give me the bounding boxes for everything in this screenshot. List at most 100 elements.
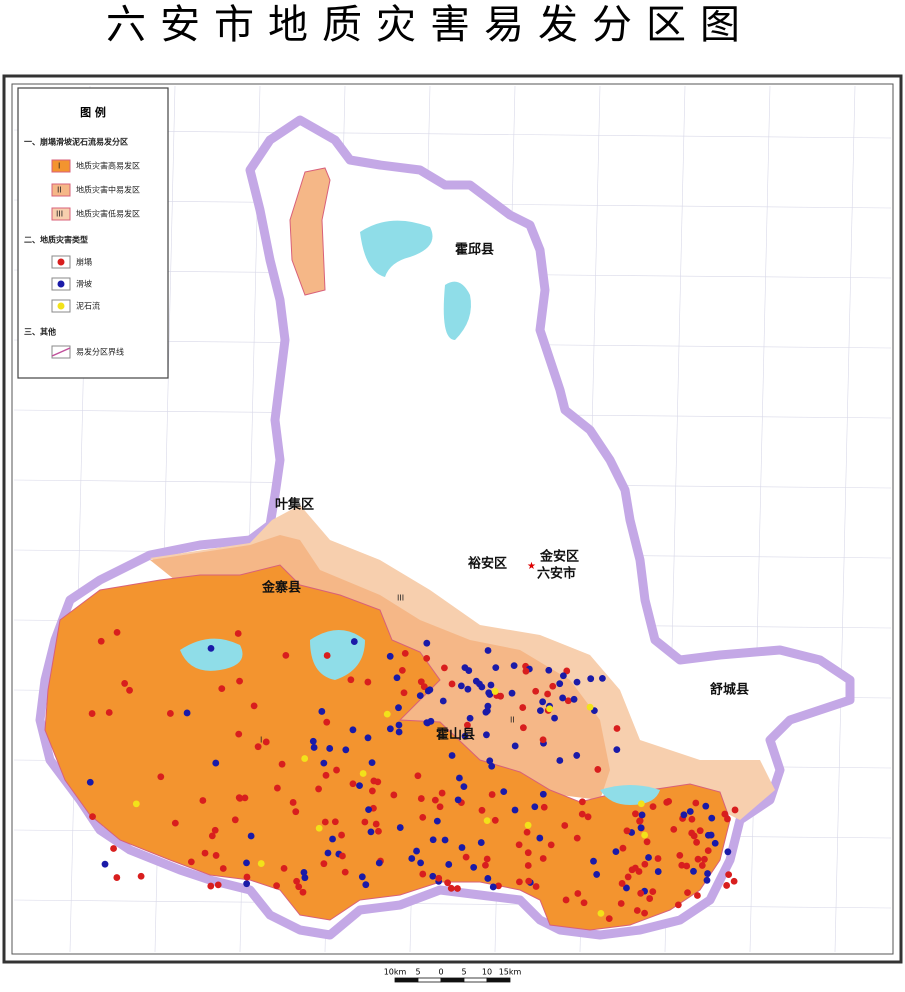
hazard-point (435, 874, 443, 882)
hazard-point (563, 667, 571, 675)
hazard-point (511, 742, 519, 750)
hazard-point (593, 871, 601, 878)
hazard-point (578, 810, 586, 818)
hazard-point (539, 790, 547, 798)
hazard-point (356, 782, 363, 790)
county-label: 霍山县 (436, 727, 475, 743)
scale-label: 0 (438, 968, 443, 977)
hazard-point (365, 806, 372, 814)
hazard-point (636, 817, 643, 825)
hazard-point (320, 860, 328, 868)
hazard-point (441, 664, 448, 672)
map-title: 六安市地质灾害易发分区图 (106, 2, 754, 48)
hazard-point (724, 815, 731, 823)
hazard-point (613, 725, 621, 732)
hazard-point (342, 746, 350, 754)
hazard-point (508, 689, 516, 697)
hazard-point (472, 677, 480, 685)
hazard-point (484, 647, 492, 654)
hazard-point (349, 780, 357, 788)
hazard-point (218, 685, 226, 693)
hazard-point (559, 672, 567, 680)
hazard-point (236, 677, 243, 685)
hazard-point (690, 867, 697, 875)
legend-label: 地质灾害低易发区 (76, 209, 140, 219)
hazard-point (477, 839, 485, 846)
hazard-point (540, 803, 548, 811)
hazard-point (341, 868, 349, 876)
hazard-point (510, 662, 518, 670)
hazard-point (375, 859, 383, 867)
hazard-point (599, 674, 606, 682)
hazard-point (524, 862, 532, 869)
hazard-point (199, 797, 207, 804)
hazard-point (637, 800, 645, 808)
hazard-point (464, 685, 472, 693)
hazard-point (367, 828, 375, 836)
hazard-point (429, 836, 437, 844)
hazard-point (590, 857, 597, 865)
legend-symbol: II (57, 186, 62, 195)
hazard-point (723, 882, 731, 889)
hazard-point (88, 710, 96, 717)
hazard-point (454, 796, 462, 804)
hazard-point (400, 689, 408, 697)
hazard-point (696, 827, 704, 835)
hazard-point (683, 862, 691, 870)
hazard-point (641, 831, 649, 839)
hazard-point (295, 883, 303, 891)
hazard-point (243, 880, 251, 888)
hazard-point (315, 824, 323, 832)
hazard-point (694, 855, 702, 863)
hazard-point (299, 888, 307, 896)
hazard-point (633, 907, 641, 914)
hazard-point (635, 868, 643, 875)
hazard-point (420, 683, 428, 691)
hazard-point (318, 708, 326, 715)
hazard-point (137, 872, 145, 880)
legend-label: 易发分区界线 (76, 347, 124, 357)
hazard-point (495, 882, 502, 890)
hazard-point (460, 783, 468, 791)
hazard-point (326, 745, 334, 752)
hazard-point (395, 704, 402, 712)
hazard-point (368, 787, 376, 795)
hazard-point (637, 889, 645, 897)
hazard-point (624, 873, 632, 881)
hazard-point (417, 859, 425, 867)
hazard-point (358, 873, 366, 881)
hazard-point (580, 899, 588, 907)
scale-label: 5 (415, 968, 420, 977)
hazard-point (315, 785, 322, 793)
hazard-point (300, 869, 308, 876)
hazard-point (690, 832, 698, 840)
hazard-point (686, 808, 694, 815)
hazard-point (545, 666, 553, 674)
hazard-point (372, 820, 380, 828)
hazard-point (395, 721, 403, 729)
hazard-point (247, 832, 255, 840)
county-label: 金安区 (539, 549, 579, 565)
hazard-point (347, 676, 355, 684)
legend-title: 图 例 (80, 105, 106, 119)
hazard-point (211, 826, 219, 834)
hazard-point (665, 797, 673, 805)
hazard-point (532, 687, 540, 695)
grid-line (13, 899, 892, 909)
county-label: 叶集区 (275, 497, 314, 513)
hazard-point (214, 881, 222, 889)
hazard-point (362, 881, 370, 889)
hazard-point (649, 888, 657, 896)
hazard-point (613, 746, 621, 753)
hazard-point (731, 806, 739, 814)
hazard-point (320, 759, 328, 767)
hazard-point (594, 766, 602, 773)
hazard-point (121, 680, 129, 687)
hazard-point (516, 878, 523, 886)
hazard-point (398, 667, 406, 674)
hazard-point (364, 678, 372, 686)
hazard-point (562, 896, 570, 904)
hazard-point (556, 680, 564, 688)
zone-label: III (397, 594, 404, 603)
